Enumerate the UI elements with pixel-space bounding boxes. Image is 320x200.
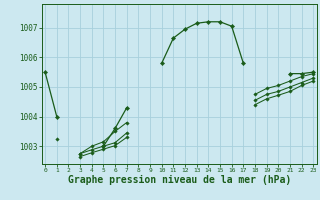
X-axis label: Graphe pression niveau de la mer (hPa): Graphe pression niveau de la mer (hPa) (68, 175, 291, 185)
